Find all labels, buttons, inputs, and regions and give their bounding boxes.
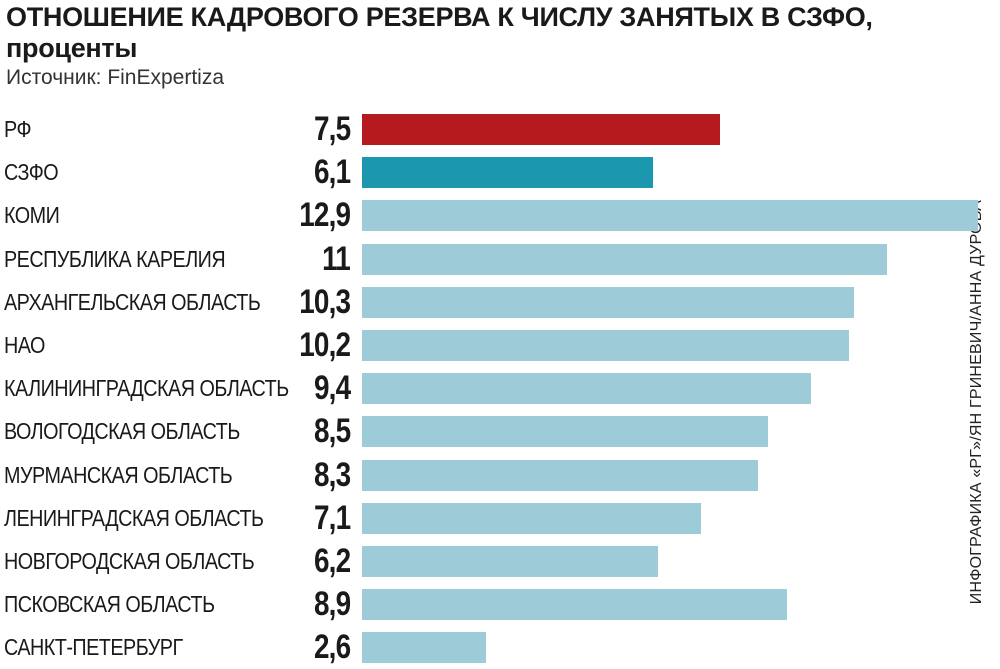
category-label: МУРМАНСКАЯ ОБЛАСТЬ xyxy=(4,461,233,488)
data-label: 10,2 xyxy=(299,326,351,364)
chart-row: МУРМАНСКАЯ ОБЛАСТЬ 8,3 xyxy=(0,454,990,497)
category-label: РФ xyxy=(4,116,32,142)
category-label: КАЛИНИНГРАДСКАЯ ОБЛАСТЬ xyxy=(4,375,289,402)
bar xyxy=(362,459,759,491)
category-label: САНКТ-ПЕТЕРБУРГ xyxy=(4,634,183,661)
category-label: КОМИ xyxy=(4,202,60,229)
data-label: 10,3 xyxy=(299,282,351,321)
bar xyxy=(362,546,659,577)
bar xyxy=(362,416,768,448)
chart-row: ПСКОВСКАЯ ОБЛАСТЬ 8,9 xyxy=(0,583,990,626)
bar xyxy=(362,114,721,145)
bar xyxy=(362,632,487,664)
chart-row: НАО 10,2 xyxy=(0,324,990,367)
bar xyxy=(362,200,978,232)
chart-row: ЛЕНИНГРАДСКАЯ ОБЛАСТЬ 7,1 xyxy=(0,497,990,540)
chart-row: СЗФО 6,1 xyxy=(0,151,990,194)
data-label: 6,1 xyxy=(313,153,351,192)
data-label: 12,9 xyxy=(299,196,351,235)
category-label: НАО xyxy=(4,332,45,358)
chart-row: РФ 7,5 xyxy=(0,108,990,151)
chart-row: НОВГОРОДСКАЯ ОБЛАСТЬ 6,2 xyxy=(0,540,990,583)
data-label: 8,3 xyxy=(313,455,351,494)
data-label: 7,5 xyxy=(313,110,351,148)
data-label: 9,4 xyxy=(313,369,351,408)
chart-row: КОМИ 12,9 xyxy=(0,194,990,237)
category-label: НОВГОРОДСКАЯ ОБЛАСТЬ xyxy=(4,548,255,574)
category-label: ПСКОВСКАЯ ОБЛАСТЬ xyxy=(4,591,215,618)
data-label: 6,2 xyxy=(313,542,351,580)
category-label: ВОЛОГОДСКАЯ ОБЛАСТЬ xyxy=(4,418,240,445)
chart-title: ОТНОШЕНИЕ КАДРОВОГО РЕЗЕРВА К ЧИСЛУ ЗАНЯ… xyxy=(6,2,873,63)
bar xyxy=(362,373,811,405)
chart-row: РЕСПУБЛИКА КАРЕЛИЯ 11 xyxy=(0,238,990,281)
chart-row: ВОЛОГОДСКАЯ ОБЛАСТЬ 8,5 xyxy=(0,410,990,453)
bar xyxy=(362,243,888,275)
chart-row: КАЛИНИНГРАДСКАЯ ОБЛАСТЬ 9,4 xyxy=(0,367,990,410)
data-label: 7,1 xyxy=(313,498,351,537)
bar xyxy=(362,330,850,361)
bar xyxy=(362,502,702,534)
category-label: РЕСПУБЛИКА КАРЕЛИЯ xyxy=(4,245,226,272)
category-label: СЗФО xyxy=(4,159,59,186)
data-label: 2,6 xyxy=(313,628,351,667)
chart-row: АРХАНГЕЛЬСКАЯ ОБЛАСТЬ 10,3 xyxy=(0,281,990,324)
data-label: 8,5 xyxy=(313,412,351,451)
chart-row: САНКТ-ПЕТЕРБУРГ 2,6 xyxy=(0,626,990,669)
data-label: 8,9 xyxy=(313,585,351,624)
category-label: АРХАНГЕЛЬСКАЯ ОБЛАСТЬ xyxy=(4,288,261,315)
source-note: Источник: FinExpertiza xyxy=(6,66,225,89)
bar xyxy=(362,286,854,318)
bar xyxy=(362,157,654,189)
data-label: 11 xyxy=(322,239,351,278)
bar xyxy=(362,589,787,621)
category-label: ЛЕНИНГРАДСКАЯ ОБЛАСТЬ xyxy=(4,504,264,531)
